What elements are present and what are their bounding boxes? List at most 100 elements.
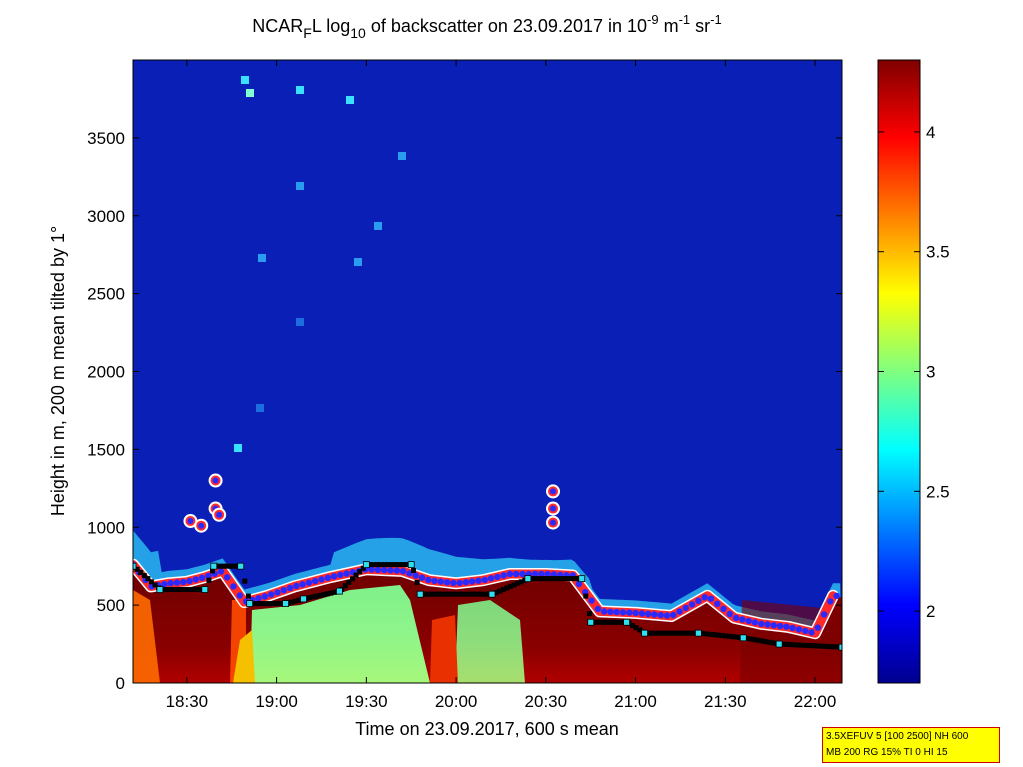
mlh-mark [762, 639, 768, 645]
blt-dot [726, 610, 733, 618]
blt-dot [261, 593, 269, 600]
mlh-cyan-mark [838, 643, 842, 651]
mlh-mark [152, 582, 158, 588]
blt-dot [651, 611, 658, 618]
blt-dot [644, 610, 652, 618]
cloud-speck [241, 76, 249, 84]
cloud-speck [398, 152, 406, 160]
colorbar-tick-label: 3 [926, 363, 935, 382]
blt-dot [714, 600, 721, 607]
cloud-point [550, 488, 557, 495]
mlh-mark [353, 572, 359, 578]
mlh-mark [795, 642, 801, 648]
mlh-mark [809, 643, 815, 649]
mlh-mark [220, 563, 226, 569]
blt-dot [399, 568, 407, 575]
mlh-mark [174, 587, 180, 592]
mlh-mark [245, 593, 251, 599]
blt-dot [481, 576, 488, 583]
mlh-mark [195, 587, 201, 592]
blt-dot [607, 608, 614, 615]
mlh-mark [242, 578, 248, 584]
y-tick-label: 1000 [87, 518, 125, 537]
mlh-mark [533, 576, 539, 582]
mlh-mark [217, 563, 223, 569]
red-band [430, 615, 458, 683]
blt-dot [431, 577, 438, 584]
mlh-mark [378, 562, 384, 568]
mlh-mark [551, 576, 556, 582]
blt-dot [739, 616, 746, 623]
mlh-mark [547, 576, 553, 582]
blt-dot [412, 572, 419, 579]
blt-dot [180, 578, 187, 586]
mlh-mark [385, 562, 391, 568]
mlh-mark [569, 576, 574, 582]
mlh-mark [375, 562, 381, 568]
blt-dot [186, 577, 193, 585]
cloud-point [216, 511, 223, 518]
blt-dot [802, 627, 809, 635]
mlh-mark [396, 562, 402, 568]
colorbar-tick-label: 2.5 [926, 482, 950, 501]
mlh-cyan-mark [695, 629, 702, 637]
mlh-mark [565, 576, 571, 582]
mlh-mark [324, 591, 330, 597]
blt-dot [374, 566, 382, 573]
blt-dot [406, 570, 413, 577]
cloud-speck [354, 258, 362, 266]
mlh-mark [439, 591, 445, 597]
mlh-cyan-mark [201, 586, 209, 593]
cloud-speck [246, 89, 254, 97]
mlh-cyan-mark [416, 590, 424, 598]
mlh-mark [271, 601, 276, 607]
mlh-mark [346, 579, 352, 585]
mlh-mark [497, 588, 503, 594]
mlh-cyan-mark [739, 634, 747, 642]
mlh-mark [755, 637, 761, 643]
mlh-mark [389, 562, 395, 568]
mlh-cyan-mark [641, 629, 648, 637]
blt-dot [538, 570, 545, 578]
cloud-speck [296, 182, 304, 190]
mlh-mark [712, 632, 718, 638]
blt-dot [286, 584, 294, 592]
y-tick-label: 2500 [87, 285, 125, 304]
mlh-mark [181, 587, 187, 592]
x-tick-label: 18:30 [166, 692, 209, 711]
blt-dot [268, 591, 275, 598]
low-backscatter-pocket-2 [455, 600, 525, 683]
blt-dot [381, 566, 388, 574]
y-tick-label: 500 [97, 596, 125, 615]
mlh-mark [289, 599, 294, 605]
mlh-mark [716, 632, 722, 638]
blt-dot [827, 598, 834, 605]
mlh-mark [680, 630, 686, 636]
mlh-mark [475, 591, 481, 597]
blt-dot [167, 580, 174, 587]
blt-dot [173, 579, 181, 586]
mlh-mark [163, 587, 169, 592]
blt-dot [305, 579, 313, 586]
mlh-mark [461, 591, 467, 597]
mlh-cyan-mark [623, 618, 631, 626]
blt-dot [450, 579, 457, 587]
mlh-cyan-mark [210, 562, 218, 570]
mlh-mark [403, 562, 409, 568]
y-tick-label: 1500 [87, 440, 125, 459]
blt-dot [192, 576, 199, 583]
mlh-mark [421, 591, 427, 597]
mlh-mark [177, 587, 183, 592]
mlh-mark [561, 576, 567, 582]
blt-dot [330, 573, 338, 580]
blt-dot [205, 572, 212, 579]
cloud-speck [296, 318, 304, 326]
mlh-mark [321, 592, 327, 598]
mlh-mark [446, 591, 452, 597]
blt-dot [795, 626, 803, 633]
mlh-mark [730, 634, 736, 640]
plot-area [133, 60, 842, 683]
mlh-mark [709, 632, 714, 637]
mlh-mark [296, 597, 302, 603]
mlh-mark [608, 619, 614, 625]
